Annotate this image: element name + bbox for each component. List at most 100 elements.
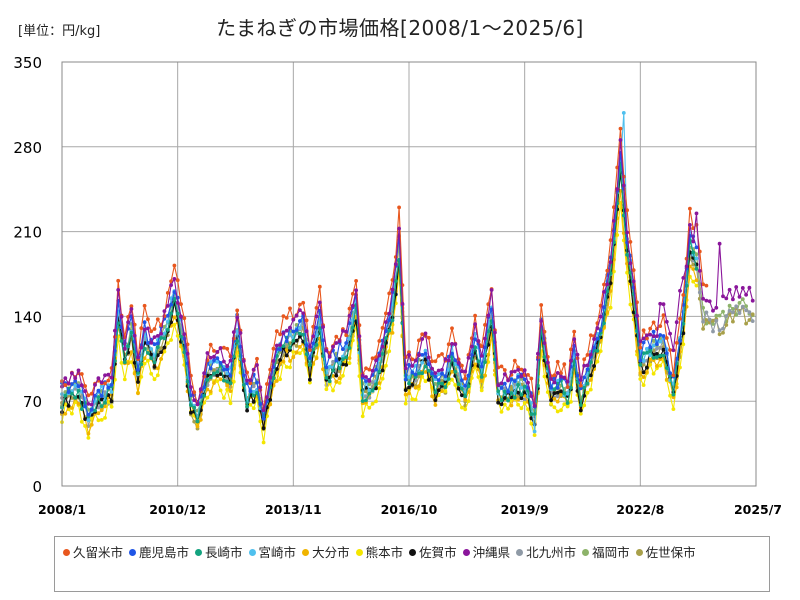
data-point <box>350 325 355 330</box>
data-point <box>159 357 164 361</box>
data-point <box>139 345 144 350</box>
data-point <box>185 351 190 356</box>
data-point <box>423 351 428 356</box>
data-point <box>585 381 590 386</box>
data-point <box>116 278 121 283</box>
data-point <box>321 367 325 372</box>
data-point <box>628 261 633 266</box>
legend-marker <box>355 549 363 556</box>
data-point <box>562 362 567 367</box>
data-point <box>612 219 616 223</box>
data-point <box>192 390 197 395</box>
data-point <box>430 366 434 371</box>
data-point <box>228 389 233 393</box>
data-point <box>198 387 203 392</box>
data-point <box>572 337 577 342</box>
data-point <box>645 333 649 338</box>
data-point <box>585 367 590 372</box>
data-point <box>165 304 170 308</box>
data-point <box>215 379 220 383</box>
data-point <box>426 378 431 382</box>
data-point <box>737 301 742 305</box>
data-point <box>344 329 349 334</box>
data-point <box>638 339 643 344</box>
data-point <box>189 403 193 408</box>
data-point <box>522 401 527 405</box>
data-point <box>202 371 207 376</box>
data-point <box>70 382 74 386</box>
data-point <box>731 319 735 324</box>
data-point <box>578 383 583 388</box>
data-point <box>529 376 534 381</box>
grid <box>61 61 757 487</box>
data-point <box>483 360 487 364</box>
data-point <box>417 338 421 343</box>
data-point <box>588 352 593 357</box>
data-point <box>496 383 501 388</box>
data-point <box>103 390 107 395</box>
data-point <box>255 363 259 367</box>
data-point <box>463 407 468 412</box>
data-point <box>440 378 444 383</box>
legend-marker <box>582 549 590 556</box>
series-宮崎市 <box>60 111 699 434</box>
data-point <box>539 303 544 307</box>
data-point <box>608 289 613 293</box>
data-point <box>182 316 187 321</box>
data-point <box>466 356 471 360</box>
data-point <box>707 299 712 304</box>
data-point <box>146 317 150 322</box>
data-point <box>473 313 477 318</box>
data-point <box>664 366 669 370</box>
data-point <box>248 389 253 394</box>
data-point <box>552 391 557 396</box>
data-point <box>727 308 732 313</box>
data-point <box>681 276 686 280</box>
data-point <box>595 336 600 341</box>
data-point <box>479 364 484 369</box>
data-point <box>440 381 444 386</box>
data-point <box>697 290 702 295</box>
data-point <box>189 410 193 415</box>
data-point <box>678 339 682 343</box>
data-point <box>436 378 441 382</box>
data-point <box>294 338 299 343</box>
data-point <box>337 381 342 385</box>
data-point <box>218 377 223 382</box>
data-point <box>529 421 534 426</box>
data-point <box>380 326 385 330</box>
data-point <box>473 322 477 326</box>
data-point <box>241 383 246 387</box>
data-point <box>86 431 91 436</box>
data-point <box>582 375 587 380</box>
data-point <box>281 359 286 364</box>
data-point <box>175 278 180 283</box>
data-point <box>99 397 104 402</box>
data-point <box>324 348 329 353</box>
data-point <box>288 359 292 363</box>
data-point <box>155 373 160 378</box>
data-point <box>271 359 276 363</box>
data-point <box>714 313 719 318</box>
data-point <box>608 260 613 264</box>
data-point <box>711 322 715 326</box>
data-point <box>410 383 415 387</box>
data-point <box>255 380 259 385</box>
data-point <box>605 310 610 315</box>
data-point <box>433 374 438 379</box>
data-point <box>162 324 167 329</box>
y-tick-label: 210 <box>13 224 42 242</box>
y-tick-label: 280 <box>13 139 42 157</box>
data-point <box>350 303 355 308</box>
data-point <box>73 376 78 381</box>
data-point <box>443 377 448 381</box>
data-point <box>674 341 679 345</box>
data-point <box>155 341 160 346</box>
data-point <box>532 412 537 416</box>
data-point <box>73 379 78 383</box>
x-tick-label: 2010/12 <box>149 502 206 517</box>
data-point <box>450 326 454 331</box>
data-point <box>555 386 560 390</box>
data-point <box>559 408 563 413</box>
data-point <box>688 223 692 227</box>
